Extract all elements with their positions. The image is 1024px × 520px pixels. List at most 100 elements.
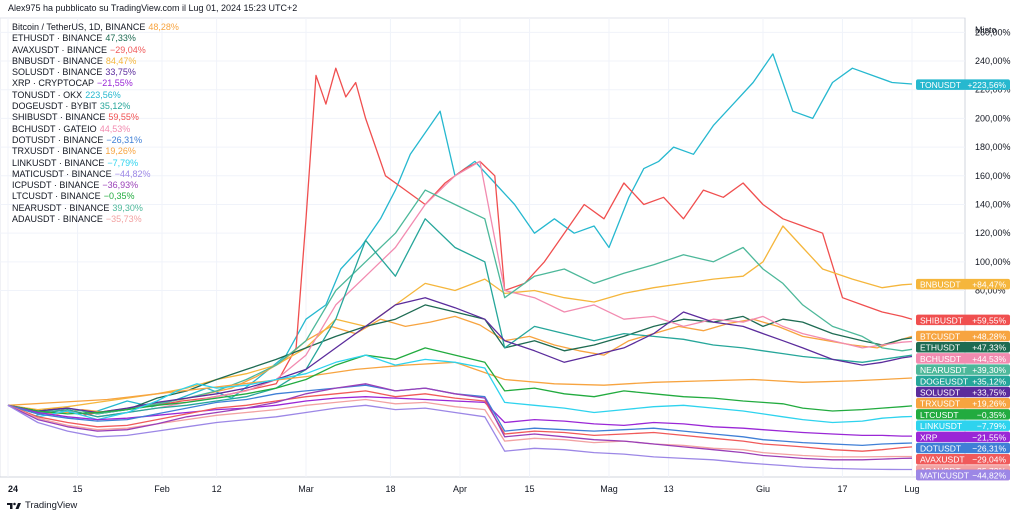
legend-item: NEARUSDT · BINANCE 39,30% [12,203,179,214]
series-line-bnbusdt [7,225,913,411]
price-label-bg [916,375,1010,387]
legend-item-value: −7,79% [107,157,139,168]
legend-item: DOGEUSDT · BYBIT 35,12% [12,101,179,112]
series-line-tonusdt [7,53,913,418]
x-axis: 24 15 Feb 12 Mar 18 Apr 15 Mag 13 Giu 17 Lug [8,484,920,494]
price-label-name: BTCUSDT [920,332,960,342]
x-tick-label: 13 [664,484,674,494]
series-line-solusdt [7,297,913,414]
price-label-value: −0,35% [977,410,1007,420]
series-line-ltcusdt [7,347,913,415]
price-label-bg [916,431,1010,443]
price-label-maticusdt: MATICUSDT −44,82% [916,469,1010,481]
price-label-value: +44,53% [972,354,1006,364]
legend-item: BNBUSDT · BINANCE 84,47% [12,56,179,67]
price-label-name: SOLUSDT [920,388,960,398]
legend-item: ICPUSDT · BINANCE −36,93% [12,180,179,191]
price-label-avaxusdt: AVAXUSDT −29,04% [916,453,1010,465]
price-label-value: +47,33% [972,343,1006,353]
legend-item: ETHUSDT · BINANCE 47,33% [12,33,179,44]
price-label-name: TRXUSDT [920,399,960,409]
legend-item-value: −44,82% [114,168,151,179]
legend-item-label: NEARUSDT · BINANCE [12,202,110,213]
chart-grid [0,17,966,478]
y-tick-label: 160,00% [975,171,1011,181]
legend-item-label: AVAXUSDT · BINANCE [12,44,108,55]
legend-item-label: ETHUSDT · BINANCE [12,33,103,44]
price-label-value: −44,82% [972,471,1006,481]
price-label-value: −7,79% [977,421,1007,431]
legend-item-value: 19,26% [105,146,136,157]
x-tick-label: Feb [154,484,170,494]
legend-item-value: −21,55% [97,78,133,89]
y-tick-label: 140,00% [975,199,1011,209]
footer-brand: TradingView [25,500,78,511]
price-label-name: DOGEUSDT [920,376,968,386]
series-line-ethusdt [7,304,913,415]
legend-item-value: 47,33% [105,33,136,44]
price-label-bg [916,409,1010,420]
price-label-ethusdt: ETHUSDT +47,33% [916,341,1010,353]
y-tick-label: 180,00% [975,142,1011,152]
legend-item-label: BCHUSDT · GATEIO [12,123,97,134]
price-label-name: AVAXUSDT [920,455,965,465]
legend-item: ADAUSDT · BINANCE −35,73% [12,214,179,225]
price-label-value: +33,75% [972,388,1006,398]
price-label-bg [916,353,1010,364]
legend-item: MATICUSDT · BINANCE −44,82% [12,169,179,180]
price-label-value: +19,26% [972,399,1006,409]
price-label-bnbusdt: BNBUSDT +84,47% [916,278,1010,290]
series-line-xrp [7,396,912,437]
price-label-name: DOTUSDT [920,444,961,454]
price-label-bg [916,469,1010,481]
price-label-ltcusdt: LTCUSDT −0,35% [916,409,1010,420]
price-label-name: XRP [920,432,938,442]
price-label-trxusdt: TRXUSDT +19,26% [916,397,1010,409]
legend-item-value: 223,56% [85,89,121,100]
price-label-nearusdt: NEARUSDT +39,30% [916,364,1010,375]
y-tick-label: 260,00% [975,27,1011,37]
series-line-adausdt [7,398,912,458]
price-label-name: TONUSDT [920,80,961,90]
price-label-value: +59,55% [972,315,1006,325]
price-label-bg [916,341,1010,353]
price-label-shibusdt: SHIBUSDT +59,55% [916,314,1010,326]
legend-item-value: 35,12% [99,101,131,112]
y-tick-label: 80,00% [975,286,1006,296]
legend-item-label: DOTUSDT · BINANCE [12,134,104,145]
price-label-name: LINKUSDT [920,421,962,431]
legend-item-label: DOGEUSDT · BYBIT [12,101,97,112]
price-label-value: −21,55% [972,432,1006,442]
y-tick-label: 100,00% [975,257,1011,267]
price-labels-group: TONUSDT +223,56% BNBUSDT +84,47% SHIBUSDT +59… [916,79,1010,481]
legend-item-value: −0,35% [103,191,135,202]
legend-item-label: MATICUSDT · BINANCE [12,168,112,179]
price-label-name: BNBUSDT [920,280,961,290]
price-label-bg [916,314,1010,326]
x-tick-label: 12 [212,484,222,494]
chart-series-group [7,53,913,471]
legend-item-label: ICPUSDT · BINANCE [12,180,100,191]
legend-item: AVAXUSDT · BINANCE −29,04% [12,45,179,56]
chart-legend: Bitcoin / TetherUS, 1D, BINANCE 48,28% ETH… [12,22,179,225]
price-label-value: +84,47% [972,280,1006,290]
legend-item: Bitcoin / TetherUS, 1D, BINANCE 48,28% [12,22,179,33]
price-label-name: LTCUSDT [920,410,959,420]
legend-item: LINKUSDT · BINANCE −7,79% [12,158,179,169]
legend-item-value: −26,31% [106,134,143,145]
price-label-value: +39,30% [972,365,1006,375]
legend-item-value: 44,53% [99,123,131,134]
legend-item-value: 84,47% [105,55,137,66]
price-label-bg [916,79,1010,90]
legend-item: XRP · CRYPTOCAP −21,55% [12,78,179,89]
series-line-bchusdt [7,160,913,418]
price-label-bg [916,330,1010,342]
price-label-xrp: XRP −21,55% [916,431,1010,443]
price-label-solusdt: SOLUSDT +33,75% [916,386,1010,398]
legend-item: SHIBUSDT · BINANCE 59,55% [12,112,179,123]
legend-item-value: −35,73% [105,214,142,225]
legend-item-label: LTCUSDT · BINANCE [12,191,101,202]
price-label-bchusdt: BCHUSDT +44,53% [916,353,1010,364]
x-tick-label: Giu [756,484,770,494]
